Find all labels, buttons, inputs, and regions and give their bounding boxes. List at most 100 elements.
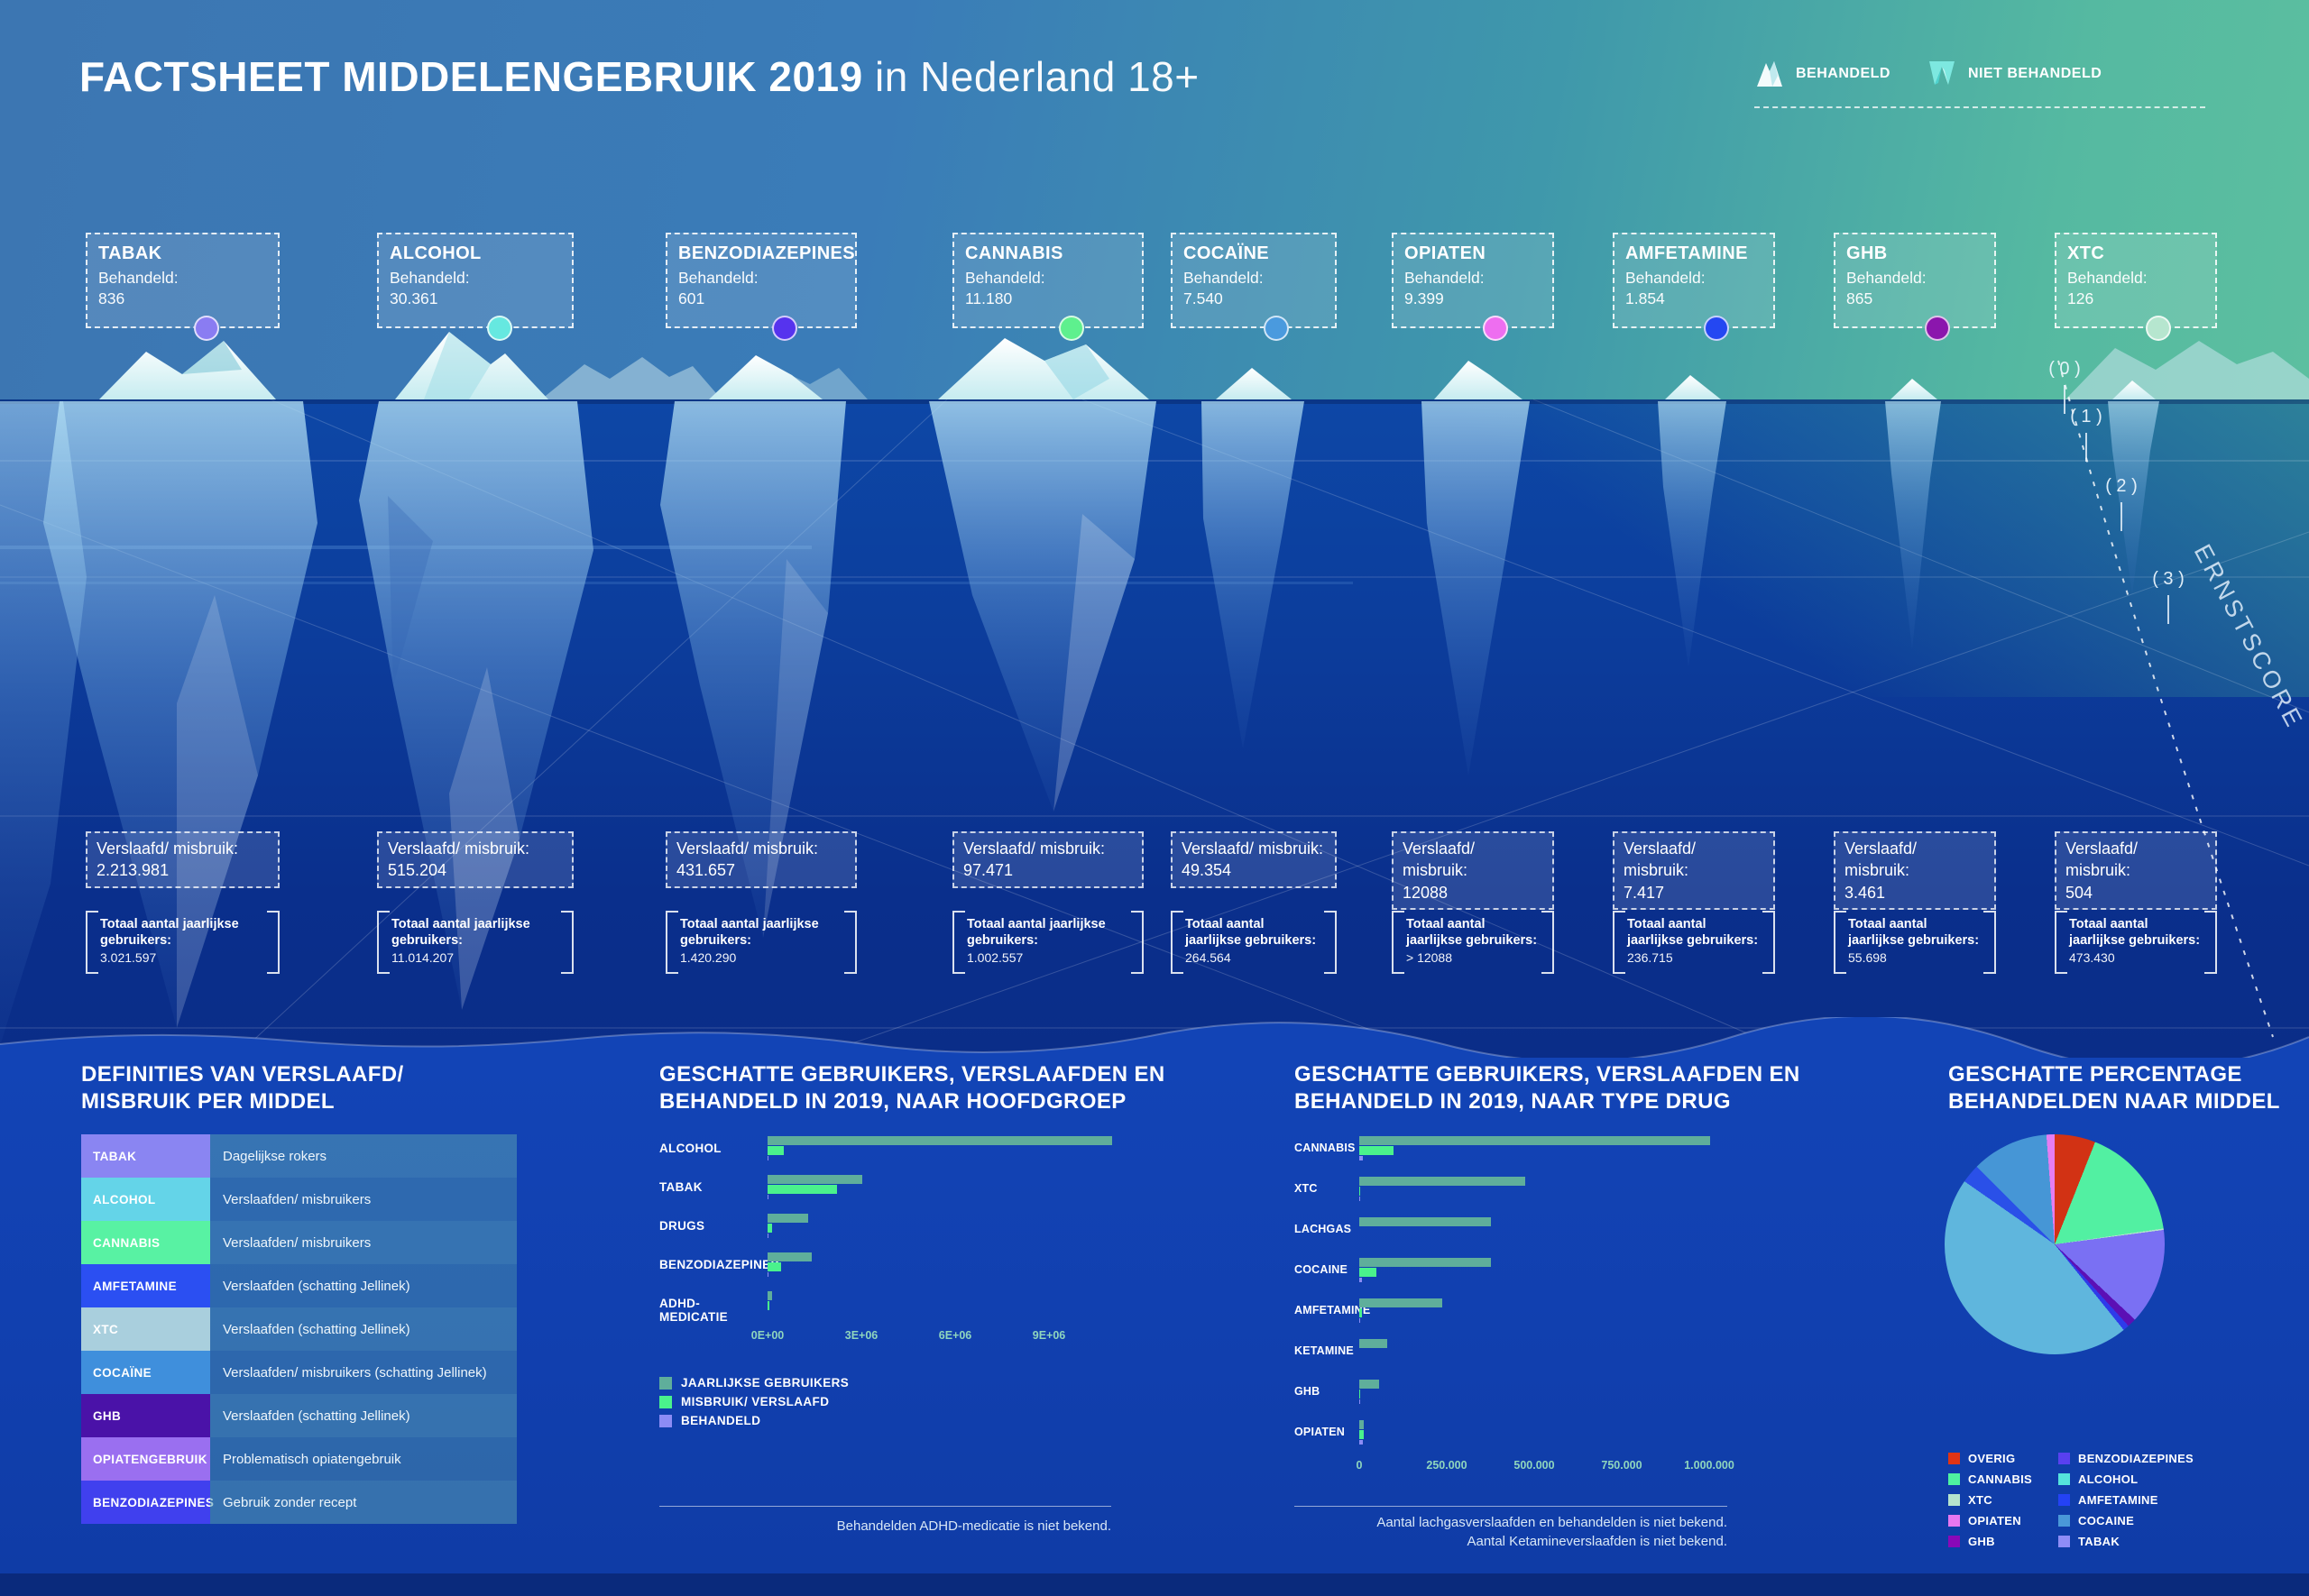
chart-category-label: KETAMINE <box>1294 1344 1354 1357</box>
substance-dot <box>2145 316 2171 341</box>
substance-dot <box>1263 316 1289 341</box>
chart-category-label: XTC <box>1294 1182 1318 1195</box>
substance-name: BENZODIAZEPINES <box>678 243 856 263</box>
behandeld-value: 1.854 <box>1625 289 1665 307</box>
totaal-box: Totaal aantal jaarlijkse gebruikers: 1.42… <box>666 911 857 974</box>
totaal-label: Totaal aantal jaarlijkse gebruikers: <box>100 917 239 949</box>
chart-row: OPIATEN <box>1294 1420 1736 1461</box>
chart-category-label: DRUGS <box>659 1219 705 1233</box>
substance-card: AMFETAMINE Behandeld: 1.854 <box>1613 233 1775 341</box>
totaal-value: 1.420.290 <box>680 950 737 966</box>
totaal-label: Totaal aantal jaarlijkse gebruikers: <box>391 917 530 949</box>
chart-category-label: LACHGAS <box>1294 1223 1352 1235</box>
definition-middel: GHB <box>81 1394 210 1437</box>
x-axis-tick: 1.000.000 <box>1684 1459 1734 1472</box>
pie-legend-item: COCAINE <box>2058 1514 2194 1527</box>
verslaafd-box: Verslaafd/ misbruik: 515.204 <box>377 831 574 888</box>
chart-category-label: TABAK <box>659 1180 703 1194</box>
chart-bar-group <box>768 1175 862 1199</box>
totaal-value: 11.014.207 <box>391 950 455 966</box>
substance-dot <box>1059 316 1085 341</box>
chart2-divider <box>1294 1506 1727 1507</box>
legend-swatch <box>659 1395 672 1408</box>
bar-jaarlijkse-gebruikers <box>1359 1136 1710 1145</box>
pie-legend-item: XTC <box>1948 1493 2032 1507</box>
verslaafd-box: Verslaafd/ misbruik: 49.354 <box>1171 831 1337 888</box>
legend-label: MISBRUIK/ VERSLAAFD <box>681 1395 830 1408</box>
verslaafd-value: 515.204 <box>388 861 447 880</box>
definition-middel: XTC <box>81 1307 210 1351</box>
definition-middel: COCAÏNE <box>81 1351 210 1394</box>
x-axis-tick: 0 <box>1356 1459 1363 1472</box>
bar-misbruik-verslaafd <box>768 1146 784 1155</box>
definition-middel: TABAK <box>81 1134 210 1178</box>
chart1-x-axis: 0E+00 3E+06 6E+06 9E+06 <box>751 1329 1128 1347</box>
bar-misbruik-verslaafd <box>1359 1187 1360 1196</box>
definition-row: BENZODIAZEPINES Gebruik zonder recept <box>81 1481 517 1524</box>
substance-name: COCAÏNE <box>1183 243 1270 263</box>
behandeld-value: 126 <box>2067 289 2094 307</box>
verslaafd-value: 431.657 <box>676 861 736 880</box>
pie-legend-label: BENZODIAZEPINES <box>2078 1452 2194 1465</box>
verslaafd-value: 2.213.981 <box>97 861 170 880</box>
pie-legend-item: AMFETAMINE <box>2058 1493 2194 1507</box>
chart1-divider <box>659 1506 1111 1507</box>
chart-bar-group <box>1359 1217 1491 1226</box>
chart-bar-group <box>1359 1177 1525 1201</box>
pie-legend-label: GHB <box>1968 1535 1995 1548</box>
substance-name: AMFETAMINE <box>1625 243 1748 263</box>
bar-jaarlijkse-gebruikers <box>1359 1380 1379 1389</box>
chart-row: CANNABIS <box>1294 1136 1736 1177</box>
bar-jaarlijkse-gebruikers <box>768 1291 772 1300</box>
totaal-value: 55.698 <box>1848 950 1887 966</box>
pie-legend-swatch <box>1948 1453 1960 1464</box>
definition-row: AMFETAMINE Verslaafden (schatting Jelline… <box>81 1264 517 1307</box>
chart-row: BENZODIAZEPINES <box>659 1252 1119 1291</box>
definitions-title-line1: DEFINITIES VAN VERSLAAFD/ <box>81 1062 404 1087</box>
x-axis-tick: 0E+00 <box>750 1329 785 1342</box>
footer-strip <box>0 1573 2309 1596</box>
substance-dot <box>1924 316 1950 341</box>
chart2-x-axis: 0 250.000 500.000 750.000 1.000.000 <box>1356 1459 1734 1477</box>
verslaafd-value: 504 <box>2065 883 2093 902</box>
pie-legend-label: CANNABIS <box>1968 1472 2033 1486</box>
pie-legend-item: BENZODIAZEPINES <box>2058 1452 2194 1465</box>
chart1-bars: ALCOHOL TABAK DRUGS BENZODIAZEPINES ADHD-MED… <box>659 1136 1119 1330</box>
sky-background <box>0 0 2309 399</box>
bar-jaarlijkse-gebruikers <box>1359 1298 1442 1307</box>
legend-behandeld: BEHANDELD <box>1754 60 1890 88</box>
chart1-footnote: Behandelden ADHD-medicatie is niet beken… <box>836 1518 1111 1534</box>
pie-legend-column-1: OVERIG CANNABIS XTC OPIATEN GHB <box>1948 1452 2032 1548</box>
x-axis-tick: 9E+06 <box>1032 1329 1066 1342</box>
pie-legend-swatch <box>1948 1494 1960 1506</box>
substance-name: OPIATEN <box>1404 243 1486 263</box>
pie-legend-item: ALCOHOL <box>2058 1472 2194 1486</box>
pie-legend-swatch <box>2058 1515 2070 1527</box>
chart1-title-line1: GESCHATTE GEBRUIKERS, VERSLAAFDEN EN <box>659 1062 1165 1087</box>
chart-bar-group <box>768 1252 812 1277</box>
wave-divider <box>0 1017 2309 1064</box>
verslaafd-box: Verslaafd/ misbruik: 12088 <box>1392 831 1554 910</box>
definition-row: OPIATENGEBRUIK Problematisch opiatengebru… <box>81 1437 517 1481</box>
verslaafd-label: Verslaafd/ misbruik: <box>1182 839 1324 858</box>
bar-misbruik-verslaafd <box>1359 1430 1364 1439</box>
legend-niet-behandeld-label: NIET BEHANDELD <box>1967 66 2102 81</box>
x-axis-tick: 3E+06 <box>844 1329 879 1342</box>
substance-column: COCAÏNE Behandeld: 7.540 Verslaafd/ misbrui… <box>1171 233 1337 990</box>
chart-bar-group <box>1359 1258 1491 1282</box>
substance-name: GHB <box>1846 243 1888 263</box>
pie-legend-item: TABAK <box>2058 1535 2194 1548</box>
behandeld-label: Behandeld: <box>1183 269 1264 287</box>
behandeld-value: 7.540 <box>1183 289 1223 307</box>
bar-jaarlijkse-gebruikers <box>1359 1420 1364 1429</box>
pie-legend-label: XTC <box>1968 1493 1992 1507</box>
legend-item: MISBRUIK/ VERSLAAFD <box>659 1395 849 1408</box>
behandeld-label: Behandeld: <box>1846 269 1927 287</box>
legend-item: JAARLIJKSE GEBRUIKERS <box>659 1376 849 1390</box>
definition-middel: BENZODIAZEPINES <box>81 1481 214 1524</box>
chart-category-label: COCAINE <box>1294 1263 1348 1276</box>
chart-category-label: ALCOHOL <box>659 1142 722 1155</box>
pie-legend-swatch <box>1948 1473 1960 1485</box>
pie-title-line1: GESCHATTE PERCENTAGE <box>1948 1062 2242 1087</box>
